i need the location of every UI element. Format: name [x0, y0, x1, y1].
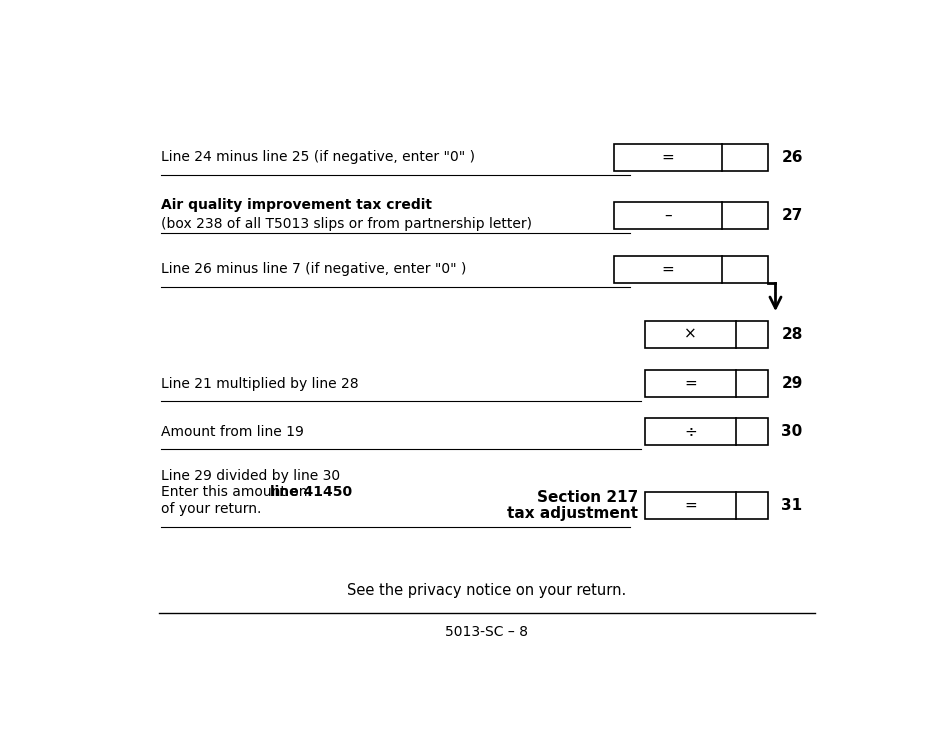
- Text: =: =: [661, 150, 674, 165]
- Text: 30: 30: [781, 424, 803, 440]
- Text: ÷: ÷: [684, 424, 696, 440]
- Text: of your return.: of your return.: [162, 502, 262, 516]
- Bar: [645, 492, 769, 519]
- Text: Line 24 minus line 25 (if negative, enter "0" ): Line 24 minus line 25 (if negative, ente…: [162, 150, 475, 164]
- Text: tax adjustment: tax adjustment: [506, 506, 637, 520]
- Text: =: =: [684, 376, 696, 391]
- Bar: [645, 370, 769, 397]
- Text: Air quality improvement tax credit: Air quality improvement tax credit: [162, 198, 432, 212]
- Text: 29: 29: [781, 376, 803, 391]
- Bar: [645, 418, 769, 445]
- Text: ×: ×: [684, 327, 696, 342]
- Text: Line 26 minus line 7 (if negative, enter "0" ): Line 26 minus line 7 (if negative, enter…: [162, 262, 466, 276]
- Text: =: =: [661, 262, 674, 277]
- Text: Line 21 multiplied by line 28: Line 21 multiplied by line 28: [162, 376, 359, 390]
- Text: Enter this amount on: Enter this amount on: [162, 485, 313, 499]
- Text: See the privacy notice on your return.: See the privacy notice on your return.: [348, 584, 626, 598]
- Bar: [614, 143, 769, 171]
- Text: Section 217: Section 217: [537, 490, 637, 505]
- Text: Amount from line 19: Amount from line 19: [162, 425, 304, 439]
- Text: 28: 28: [781, 327, 803, 342]
- Text: Line 29 divided by line 30: Line 29 divided by line 30: [162, 470, 341, 484]
- Text: (box 238 of all T5013 slips or from partnership letter): (box 238 of all T5013 slips or from part…: [162, 217, 532, 231]
- Bar: [645, 320, 769, 348]
- Text: 31: 31: [781, 498, 803, 513]
- Bar: [614, 256, 769, 283]
- Text: –: –: [664, 208, 672, 223]
- Text: 26: 26: [781, 150, 803, 165]
- Text: line 41450: line 41450: [271, 485, 352, 499]
- Text: =: =: [684, 498, 696, 513]
- Bar: [614, 202, 769, 229]
- Text: 27: 27: [781, 208, 803, 223]
- Text: 5013-SC – 8: 5013-SC – 8: [446, 625, 528, 639]
